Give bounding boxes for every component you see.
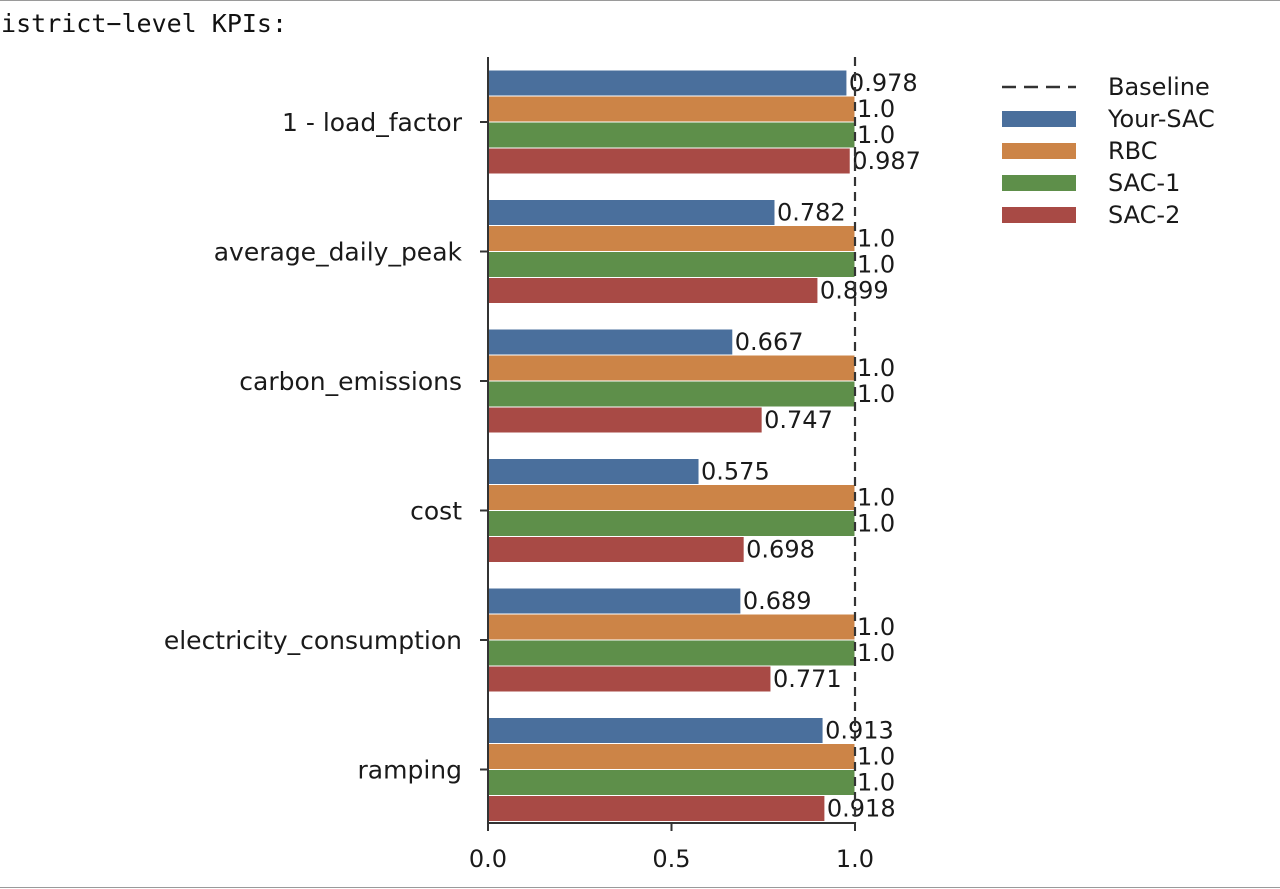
data-label: 1.0 xyxy=(857,484,895,512)
category-label: cost xyxy=(410,497,462,526)
data-label: 0.698 xyxy=(746,536,815,564)
data-label: 1.0 xyxy=(857,510,895,538)
bar-sac-2-1 xyxy=(487,277,819,304)
data-label: 0.782 xyxy=(777,199,846,227)
bar-sac-2-4 xyxy=(487,665,772,693)
x-tick-label: 0.5 xyxy=(652,845,690,873)
data-label: 0.771 xyxy=(773,665,842,693)
bar-sac-2-2 xyxy=(487,406,763,434)
legend-swatch-sac-2 xyxy=(1002,207,1076,223)
bar-rbc-0 xyxy=(487,95,856,123)
bar-sac-1-4 xyxy=(487,639,856,667)
data-label: 1.0 xyxy=(857,639,895,667)
data-label: 1.0 xyxy=(857,613,895,641)
legend-swatch-your-sac xyxy=(1002,111,1076,127)
bar-your-sac-2 xyxy=(487,328,734,356)
bar-rbc-3 xyxy=(487,484,856,511)
bar-sac-2-3 xyxy=(487,536,745,563)
data-label: 0.575 xyxy=(701,458,770,486)
data-label: 1.0 xyxy=(857,225,895,253)
bar-your-sac-4 xyxy=(487,587,742,615)
bar-sac-1-1 xyxy=(487,251,856,278)
legend-label: SAC-2 xyxy=(1108,201,1180,229)
bar-sac-1-2 xyxy=(487,380,856,408)
category-label: electricity_consumption xyxy=(164,626,462,655)
bar-your-sac-3 xyxy=(487,458,700,485)
category-label: carbon_emissions xyxy=(239,367,462,396)
bar-sac-1-3 xyxy=(487,510,856,537)
bar-sac-2-0 xyxy=(487,147,851,175)
bar-sac-2-5 xyxy=(487,795,826,822)
data-label: 0.987 xyxy=(852,147,921,175)
bar-rbc-4 xyxy=(487,613,856,641)
category-label: average_daily_peak xyxy=(214,238,463,267)
data-label: 1.0 xyxy=(857,354,895,382)
data-label: 1.0 xyxy=(857,743,895,771)
bar-your-sac-0 xyxy=(487,69,848,97)
data-label: 0.747 xyxy=(764,406,833,434)
category-label: 1 - load_factor xyxy=(282,108,463,137)
x-tick-label: 0.0 xyxy=(469,845,507,873)
bar-sac-1-5 xyxy=(487,769,856,796)
bar-sac-1-0 xyxy=(487,121,856,149)
legend-label: SAC-1 xyxy=(1108,169,1180,197)
data-label: 1.0 xyxy=(857,380,895,408)
data-label: 1.0 xyxy=(857,251,895,279)
bar-your-sac-5 xyxy=(487,717,824,744)
data-label: 0.689 xyxy=(743,587,812,615)
category-label: ramping xyxy=(358,756,462,785)
bar-your-sac-1 xyxy=(487,199,776,226)
bar-rbc-2 xyxy=(487,354,856,382)
data-label: 1.0 xyxy=(857,121,895,149)
legend-label: Your-SAC xyxy=(1107,105,1215,133)
data-label: 0.913 xyxy=(825,717,894,745)
bar-rbc-1 xyxy=(487,225,856,252)
x-tick-label: 1.0 xyxy=(836,845,874,873)
legend-swatch-rbc xyxy=(1002,143,1076,159)
bar-rbc-5 xyxy=(487,743,856,770)
legend-label: Baseline xyxy=(1108,73,1210,101)
data-label: 0.667 xyxy=(735,328,804,356)
legend-label: RBC xyxy=(1108,137,1157,165)
data-label: 1.0 xyxy=(857,769,895,797)
data-label: 1.0 xyxy=(857,95,895,123)
output-heading: District−level KPIs: xyxy=(0,9,288,38)
legend-swatch-sac-1 xyxy=(1002,175,1076,191)
data-label: 0.978 xyxy=(849,69,918,97)
data-label: 0.918 xyxy=(827,795,896,823)
